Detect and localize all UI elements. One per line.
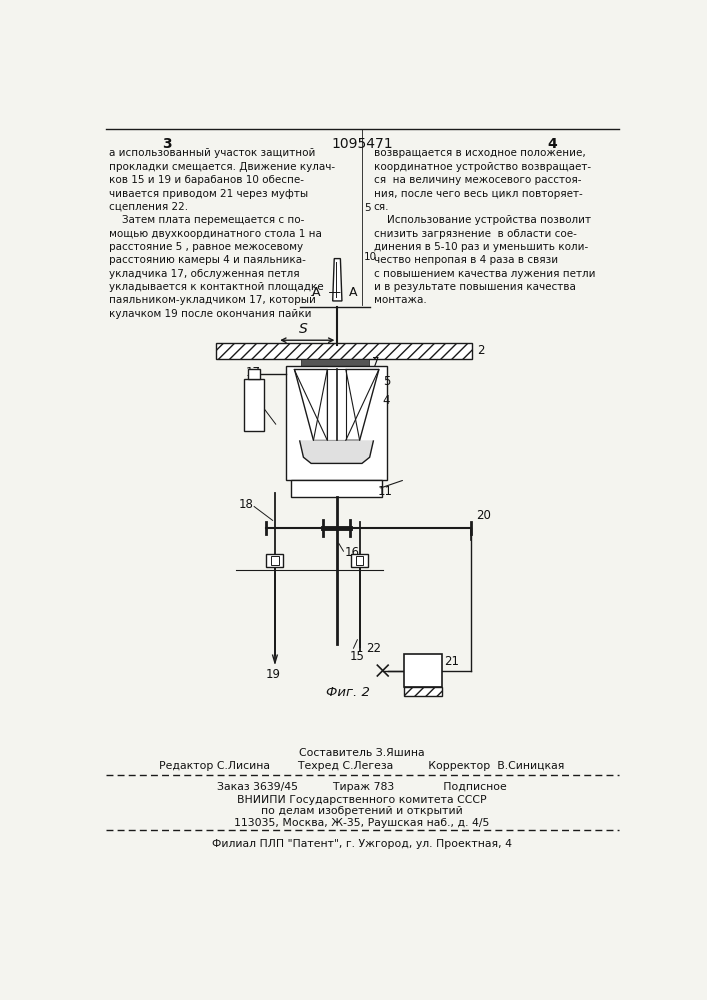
- Text: 3: 3: [163, 137, 172, 151]
- Text: 5: 5: [382, 375, 390, 388]
- Bar: [404, 687, 442, 696]
- Text: Фиг. 2: Фиг. 2: [326, 686, 370, 699]
- Text: 7: 7: [372, 356, 380, 369]
- Text: ВНИИПИ Государственного комитета СССР: ВНИИПИ Государственного комитета СССР: [237, 795, 486, 805]
- Text: 21: 21: [444, 655, 460, 668]
- Bar: [216, 343, 472, 359]
- Bar: [244, 379, 264, 431]
- Polygon shape: [300, 440, 373, 463]
- Text: 20: 20: [476, 509, 491, 522]
- Bar: [286, 366, 387, 480]
- Bar: [351, 554, 368, 567]
- Text: 18: 18: [238, 498, 253, 512]
- Text: 2: 2: [477, 344, 484, 358]
- Text: 15: 15: [350, 650, 365, 663]
- Bar: [327, 369, 346, 440]
- Bar: [301, 359, 369, 366]
- Polygon shape: [346, 369, 379, 440]
- Text: 113035, Москва, Ж-35, Раушская наб., д. 4/5: 113035, Москва, Ж-35, Раушская наб., д. …: [234, 818, 490, 828]
- Bar: [267, 554, 284, 567]
- Bar: [271, 556, 279, 565]
- Text: по делам изобретений и открытий: по делам изобретений и открытий: [261, 806, 463, 816]
- Text: 4: 4: [382, 394, 390, 407]
- Text: S: S: [299, 322, 308, 336]
- Text: возвращается в исходное положение,
координатное устройство возвращает-
ся  на ве: возвращается в исходное положение, коорд…: [373, 148, 595, 305]
- Bar: [404, 654, 442, 687]
- Text: Редактор С.Лисина        Техред С.Легеза          Корректор  В.Синицкая: Редактор С.Лисина Техред С.Легеза Коррек…: [159, 761, 565, 771]
- Text: 5: 5: [364, 203, 371, 213]
- Text: 11: 11: [378, 485, 393, 498]
- Text: 1095471: 1095471: [331, 137, 393, 151]
- Text: 16: 16: [344, 546, 359, 559]
- Text: 19: 19: [266, 668, 281, 681]
- Text: 10: 10: [364, 252, 378, 262]
- Bar: [248, 369, 260, 379]
- Bar: [291, 480, 382, 497]
- Polygon shape: [333, 259, 342, 301]
- Text: 17: 17: [246, 366, 261, 379]
- Text: A  —  A: A — A: [312, 286, 358, 299]
- Text: Филиал ПЛП "Патент", г. Ужгород, ул. Проектная, 4: Филиал ПЛП "Патент", г. Ужгород, ул. Про…: [212, 839, 512, 849]
- Bar: [356, 556, 363, 565]
- Text: а использованный участок защитной
прокладки смещается. Движение кулач-
ков 15 и : а использованный участок защитной прокла…: [110, 148, 336, 319]
- Text: 4: 4: [547, 137, 557, 151]
- Polygon shape: [294, 369, 327, 440]
- Text: Заказ 3639/45          Тираж 783              Подписное: Заказ 3639/45 Тираж 783 Подписное: [217, 782, 507, 792]
- Text: Составитель З.Яшина: Составитель З.Яшина: [299, 748, 425, 758]
- Text: 22: 22: [366, 642, 381, 655]
